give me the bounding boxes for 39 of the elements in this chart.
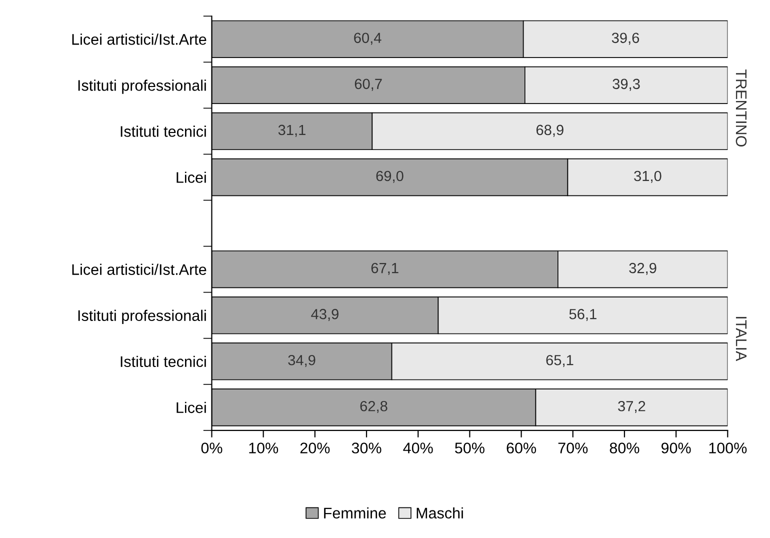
y-tick-label: Istituti tecnici (120, 356, 206, 368)
data-label: 65,1 (546, 354, 574, 367)
x-tick-label: 60% (506, 442, 536, 454)
data-label: 39,3 (612, 78, 640, 91)
data-label: 34,9 (288, 354, 316, 367)
data-label: 60,4 (354, 32, 382, 45)
legend-label: Femmine (324, 507, 386, 519)
data-label: 69,0 (376, 170, 404, 183)
data-label: 67,1 (371, 262, 398, 275)
y-tick-label: Istituti professionali (78, 310, 206, 324)
text: ITALIA (736, 316, 746, 362)
data-label: 37,2 (618, 400, 646, 414)
data-label: 68,9 (536, 124, 564, 137)
y-tick-label: Licei artistici/Ist.Arte (72, 34, 206, 45)
x-tick-label: 50% (455, 442, 484, 454)
data-label: 56,1 (569, 308, 596, 321)
data-label: 60,7 (354, 78, 382, 91)
data-label: 32,9 (629, 262, 656, 275)
x-tick-label: 90% (661, 442, 691, 454)
data-label: 31,1 (278, 124, 306, 137)
y-tick-label: Licei (176, 172, 206, 183)
x-tick-label: 80% (610, 442, 640, 454)
text: TRENTINO (736, 70, 747, 147)
data-label: 39,6 (612, 32, 640, 45)
data-label: 62,8 (360, 400, 388, 414)
x-tick-label: 30% (352, 442, 382, 454)
x-tick-label: 10% (249, 442, 278, 454)
x-tick-label: 40% (403, 442, 433, 454)
x-tick-label: 100% (709, 442, 747, 454)
y-tick-label: Istituti tecnici (120, 126, 206, 137)
y-tick-label: Istituti professionali (78, 80, 206, 94)
data-label: 43,9 (311, 308, 338, 321)
legend-label: Maschi (416, 507, 463, 519)
x-tick-label: 70% (558, 442, 588, 454)
x-tick-label: 0% (201, 442, 222, 454)
x-tick-label: 20% (300, 442, 330, 454)
y-tick-label: Licei artistici/Ist.Arte (72, 264, 206, 275)
y-tick-label: Licei (176, 402, 206, 414)
data-label: 31,0 (634, 170, 662, 183)
